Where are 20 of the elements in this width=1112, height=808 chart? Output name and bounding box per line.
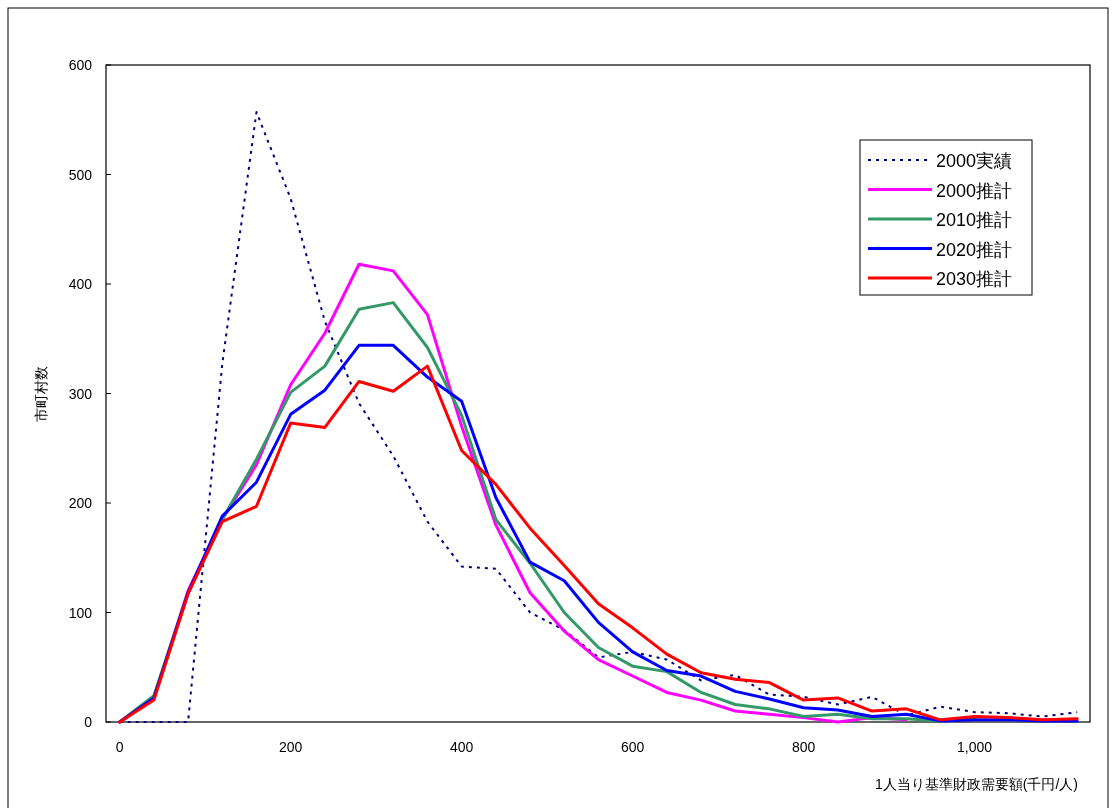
x-tick-label: 400 [449, 739, 474, 755]
x-tick-label: 1,000 [957, 739, 993, 755]
y-tick-label: 300 [68, 385, 93, 402]
y-tick-label: 500 [68, 166, 93, 183]
y-tick-label: 400 [68, 276, 93, 292]
legend-label: 2000実績 [936, 151, 1013, 171]
legend-label: 2030推計 [936, 269, 1013, 289]
y-tick-label: 0 [84, 714, 93, 730]
x-tick-label: 200 [278, 739, 303, 755]
y-axis-title: 市町村数 [33, 365, 49, 422]
x-axis-title: 1人当り基準財政需要額(千円/人) [875, 776, 1078, 792]
y-tick-label: 200 [68, 495, 93, 511]
legend-label: 2010推計 [936, 210, 1013, 230]
x-tick-label: 0 [115, 739, 124, 755]
y-tick-label: 600 [68, 57, 93, 73]
x-tick-label: 800 [791, 739, 816, 755]
x-tick-label: 600 [620, 739, 645, 755]
legend-label: 2020推計 [936, 239, 1013, 260]
y-tick-label: 100 [68, 604, 93, 621]
legend-label: 2000推計 [936, 180, 1013, 201]
